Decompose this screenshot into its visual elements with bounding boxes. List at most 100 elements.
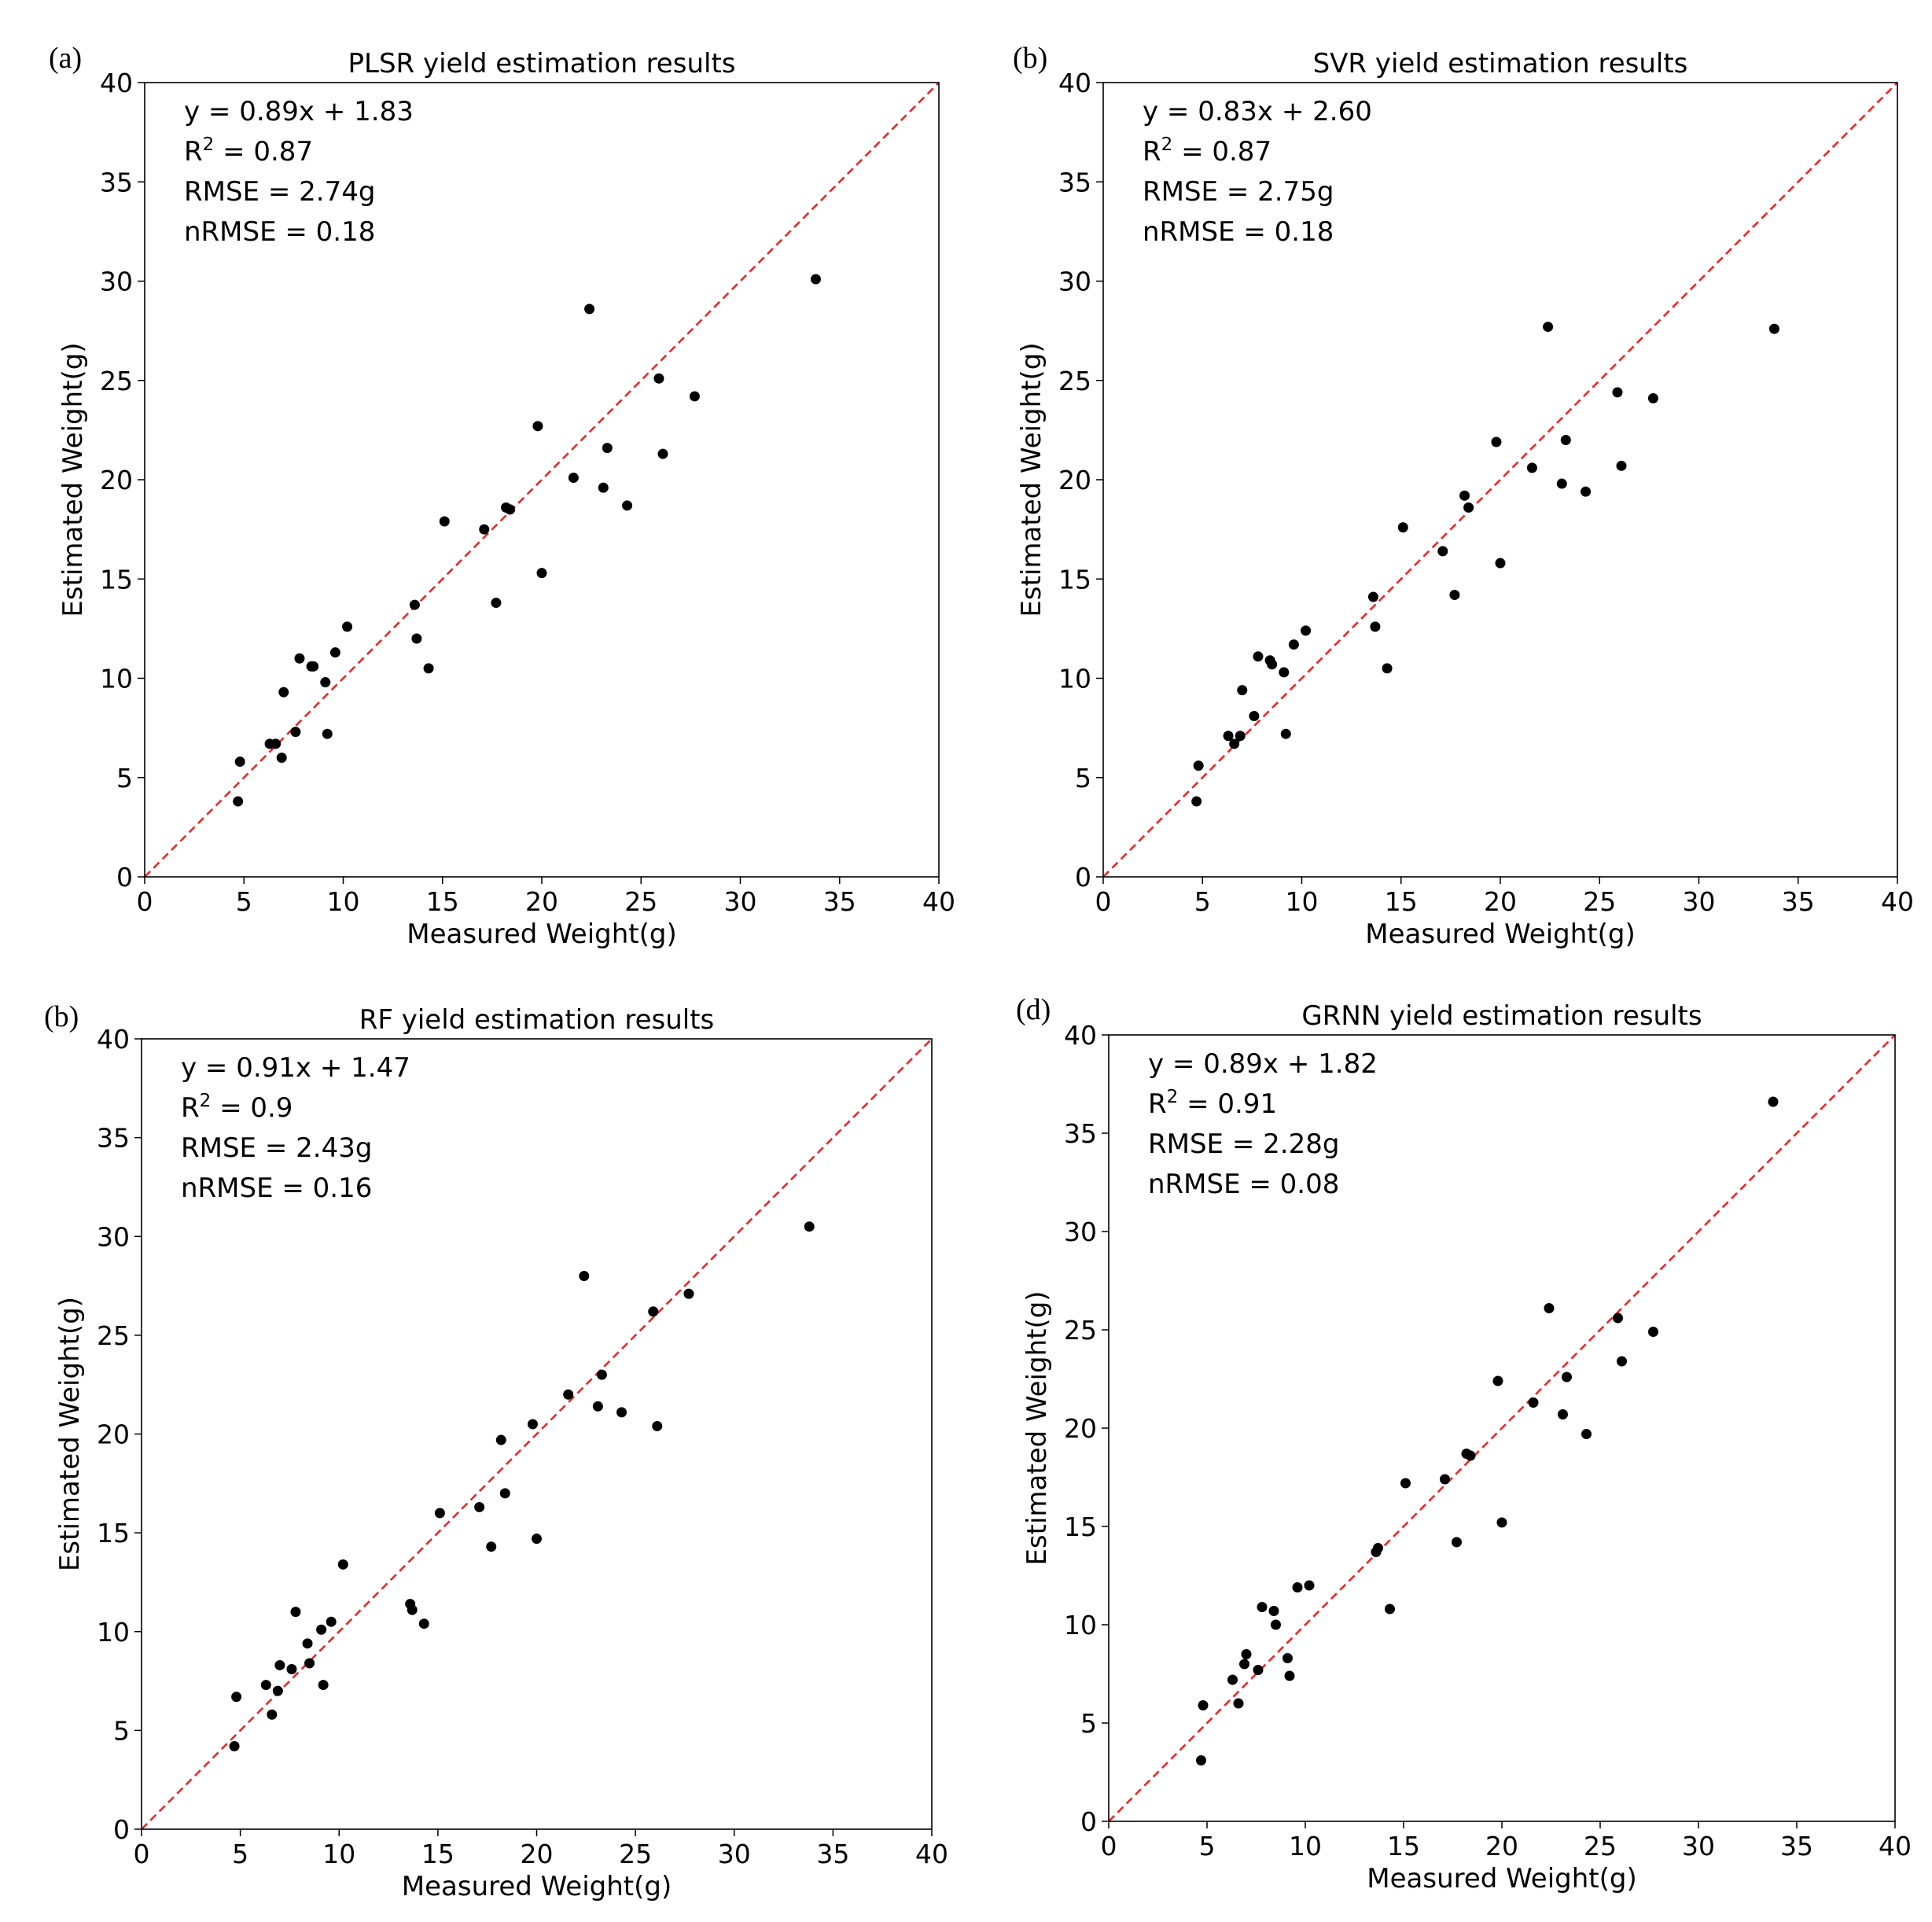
data-point: [1229, 738, 1240, 749]
r-squared-value: = 0.91: [1178, 1088, 1277, 1120]
data-point: [1191, 796, 1202, 807]
x-tick-label: 25: [1583, 886, 1616, 917]
y-tick-label: 40: [1058, 68, 1091, 98]
panel-label: (b): [44, 1000, 79, 1033]
y-tick-label: 25: [1064, 1315, 1097, 1346]
r-squared-prefix: R: [1143, 136, 1161, 168]
data-point: [622, 500, 633, 511]
regression-equation: y = 0.89x + 1.82: [1148, 1048, 1378, 1080]
data-point: [1437, 546, 1448, 557]
data-point: [1370, 621, 1381, 632]
x-tick-label: 30: [718, 1839, 751, 1869]
y-tick-label: 35: [1058, 167, 1091, 197]
data-point: [274, 1659, 285, 1670]
x-tick-label: 10: [1289, 1831, 1322, 1861]
data-point: [1253, 651, 1264, 662]
data-point: [579, 1271, 590, 1281]
y-tick-label: 25: [1058, 366, 1091, 396]
data-point: [439, 516, 450, 527]
y-tick-label: 15: [97, 1518, 130, 1548]
nrmse-text: nRMSE = 0.18: [184, 216, 375, 248]
r-squared-prefix: R: [184, 136, 203, 168]
data-point: [409, 599, 420, 610]
data-point: [652, 1420, 663, 1431]
y-axis-label: Estimated Weight(g): [1016, 342, 1047, 617]
data-point: [1198, 1700, 1209, 1710]
y-tick-label: 0: [116, 862, 133, 893]
chart-title: PLSR yield estimation results: [348, 48, 736, 79]
panel-label: (b): [1013, 42, 1047, 75]
data-point: [474, 1501, 485, 1512]
data-point: [1491, 436, 1502, 447]
x-tick-label: 35: [1780, 1831, 1813, 1861]
y-axis-label: Estimated Weight(g): [1021, 1291, 1053, 1565]
x-tick-label: 0: [134, 1839, 150, 1869]
data-point: [1237, 685, 1248, 696]
reference-line: [141, 1038, 933, 1830]
y-tick-label: 35: [97, 1123, 130, 1154]
x-tick-label: 30: [724, 886, 757, 917]
data-point: [584, 304, 595, 315]
y-tick-label: 15: [1058, 564, 1091, 595]
data-point: [536, 568, 547, 579]
data-point: [1495, 558, 1506, 569]
data-point: [290, 1607, 301, 1618]
y-tick-label: 0: [1080, 1806, 1097, 1837]
y-tick-label: 10: [97, 1617, 130, 1648]
x-tick-label: 10: [327, 886, 360, 917]
data-point: [316, 1624, 327, 1635]
y-tick-label: 5: [113, 1715, 130, 1746]
data-point: [320, 677, 331, 688]
data-point: [1196, 1755, 1206, 1766]
nrmse-text: nRMSE = 0.16: [181, 1173, 372, 1204]
data-point: [1613, 1313, 1623, 1324]
data-point: [1279, 667, 1290, 678]
data-point: [1282, 1653, 1293, 1663]
data-point: [1544, 1303, 1555, 1313]
data-point: [491, 598, 502, 609]
data-point: [318, 1680, 329, 1691]
regression-equation: y = 0.89x + 1.83: [184, 96, 414, 127]
data-point: [1492, 1375, 1503, 1386]
data-point: [322, 728, 333, 739]
data-point: [648, 1306, 659, 1317]
y-tick-label: 15: [1064, 1511, 1097, 1542]
data-point: [563, 1389, 574, 1400]
y-tick-label: 25: [100, 366, 133, 396]
data-point: [1440, 1474, 1450, 1485]
x-tick-label: 15: [421, 1839, 454, 1869]
rmse-text: RMSE = 2.43g: [181, 1132, 372, 1164]
data-point: [1301, 625, 1312, 636]
data-point: [411, 633, 422, 644]
y-tick-label: 35: [100, 167, 133, 197]
data-point: [418, 1618, 429, 1629]
data-point: [329, 647, 340, 658]
data-point: [1271, 1619, 1281, 1630]
x-tick-label: 5: [236, 886, 252, 917]
data-point: [1648, 1327, 1658, 1337]
data-point: [304, 1658, 315, 1669]
x-tick-label: 40: [1879, 1831, 1912, 1861]
data-point: [1253, 1665, 1264, 1675]
x-tick-label: 30: [1682, 1831, 1715, 1861]
data-point: [308, 661, 319, 672]
data-point: [499, 1488, 510, 1499]
data-point: [1496, 1517, 1507, 1528]
y-tick-label: 10: [1058, 664, 1091, 694]
y-tick-label: 20: [100, 465, 133, 495]
r-squared-value: = 0.9: [211, 1092, 293, 1124]
data-point: [342, 621, 353, 632]
data-point: [434, 1508, 445, 1519]
data-point: [1647, 392, 1658, 403]
data-point: [1241, 1649, 1252, 1659]
x-tick-label: 15: [426, 886, 459, 917]
chart-title: GRNN yield estimation results: [1301, 1000, 1702, 1032]
r-squared-superscript: 2: [1167, 1087, 1179, 1107]
data-point: [486, 1541, 497, 1552]
data-point: [495, 1434, 506, 1445]
y-tick-label: 15: [100, 564, 133, 595]
y-tick-label: 40: [97, 1024, 130, 1055]
